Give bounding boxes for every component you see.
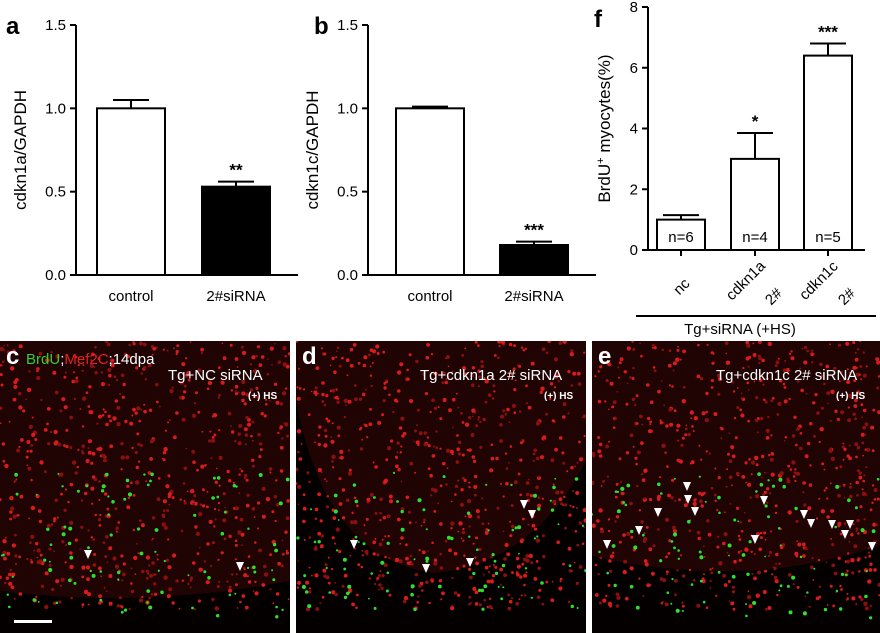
brdu-nuclei [592, 472, 880, 620]
arrowhead-icon [635, 526, 643, 535]
bar-f-1 [730, 157, 780, 251]
significance-f-1: * [752, 112, 759, 131]
arrowhead-icon [751, 535, 759, 544]
micrograph-panel-c: c BrdU;Mef2C;14dpa Tg+NC siRNA (+) HS [0, 341, 290, 633]
arrowhead-icon [691, 507, 699, 516]
micrograph-subtitle-d: (+) HS [544, 391, 574, 402]
category-sublabel-f-2: 2# [835, 284, 859, 308]
micrograph-image-c [0, 341, 290, 633]
micrograph-image-d [296, 341, 586, 633]
y-tick-label-f: 6 [630, 60, 638, 77]
stain-brdu: BrdU [26, 351, 61, 368]
y-axis-title-f: BrdU+ myocytes(%) [595, 54, 614, 202]
mef2c-nuclei [592, 341, 880, 611]
panel-letter-f: f [594, 6, 603, 33]
category-label-b-0: control [407, 288, 452, 305]
arrowhead-icon [654, 508, 662, 517]
y-tick-label-b: 0.5 [337, 184, 358, 201]
micrograph-letter-d: d [302, 343, 317, 370]
micrograph-image-e [592, 341, 880, 633]
category-label-a-1: 2#siRNA [206, 288, 265, 305]
micrograph-title-d: Tg+cdkn1a 2# siRNA [420, 367, 563, 384]
dark-region [0, 581, 290, 633]
scale-bar [14, 620, 52, 623]
panel-letter-b: b [314, 13, 329, 40]
stain-mef2c: Mef2C [64, 351, 109, 368]
y-tick-label-a: 0.0 [45, 267, 66, 284]
panel-letter-a: a [6, 13, 20, 40]
y-tick-label-f: 0 [630, 242, 638, 259]
micrograph-subtitle-c: (+) HS [248, 391, 278, 402]
y-tick-label-f: 2 [630, 181, 638, 198]
bar-f-0 [656, 218, 706, 251]
chart-b: b 0.0 0.5 1.0 1.5 cdkn1c/GAPDH control *** 2#siR… [303, 13, 596, 305]
n-label-f-0: n=6 [668, 229, 693, 246]
arrowhead-icon [466, 558, 474, 567]
bar-a-1 [201, 185, 271, 277]
n-label-f-2: n=5 [815, 229, 840, 246]
arrowhead-icon [807, 519, 815, 528]
dark-region [592, 546, 880, 633]
y-tick-label-f: 8 [630, 0, 638, 16]
arrowhead-markers [84, 550, 244, 571]
y-tick-label-b: 1.5 [337, 17, 358, 34]
bar-f-2 [803, 54, 853, 251]
y-tick-label-b: 1.0 [337, 100, 358, 117]
stain-legend: BrdU;Mef2C;14dpa [26, 351, 154, 368]
arrowhead-icon [846, 520, 854, 529]
y-axis-title-b: cdkn1c/GAPDH [303, 90, 322, 209]
arrowhead-icon [828, 520, 836, 529]
arrowhead-icon [528, 510, 536, 519]
category-sublabel-f-1: 2# [762, 284, 786, 308]
bar-b-0 [395, 107, 465, 277]
bar-a-0 [96, 107, 166, 277]
stain-timepoint: ;14dpa [108, 351, 155, 368]
arrowhead-icon [603, 540, 611, 549]
micrograph-letter-c: c [6, 343, 20, 370]
arrowhead-icon [800, 510, 808, 519]
significance-f-2: *** [818, 22, 838, 41]
category-label-a-0: control [108, 288, 153, 305]
brdu-nuclei [296, 471, 586, 612]
arrowhead-icon [841, 530, 849, 539]
stain-separator: ; [60, 351, 65, 368]
arrowhead-icon [422, 564, 430, 573]
micrograph-letter-e: e [598, 343, 612, 370]
arrowhead-icon [683, 482, 691, 491]
arrowhead-icon [350, 540, 358, 549]
chart-panel-a: a 0.0 0.5 1.0 1.5 cdkn1a/GAPDH control ** 2#siRN… [6, 0, 876, 338]
chart-a: a 0.0 0.5 1.0 1.5 cdkn1a/GAPDH control ** 2#siRN… [6, 13, 298, 305]
y-tick-label-b: 0.0 [337, 267, 358, 284]
significance-b-1: *** [524, 221, 544, 240]
group-label-f: Tg+siRNA (+HS) [684, 321, 796, 338]
arrowhead-icon [868, 542, 876, 551]
arrowhead-icon [236, 562, 244, 571]
bar-b-1 [499, 244, 569, 276]
n-label-f-1: n=4 [742, 229, 767, 246]
significance-a-1: ** [229, 161, 243, 180]
micrograph-panel-e: e Tg+cdkn1c 2# siRNA (+) HS [592, 341, 880, 633]
y-tick-label-a: 0.5 [45, 184, 66, 201]
micrograph-background [0, 341, 290, 633]
micrograph-subtitle-e: (+) HS [836, 391, 866, 402]
brdu-nuclei [0, 472, 290, 619]
micrograph-title-c: Tg+NC siRNA [168, 367, 263, 384]
micrograph-panel-d: d Tg+cdkn1a 2# siRNA (+) HS [296, 341, 586, 633]
arrowhead-markers [603, 482, 876, 551]
arrowhead-markers [350, 500, 536, 573]
micrograph-title-e: Tg+cdkn1c 2# siRNA [716, 367, 858, 384]
y-tick-label-a: 1.0 [45, 100, 66, 117]
arrowhead-icon [760, 496, 768, 505]
mef2c-nuclei [0, 341, 290, 611]
y-tick-label-f: 4 [630, 121, 638, 138]
category-label-b-1: 2#siRNA [504, 288, 563, 305]
arrowhead-icon [84, 550, 92, 559]
arrowhead-icon [520, 500, 528, 509]
arrowhead-icon [684, 495, 692, 504]
category-label-f-0: nc [670, 275, 694, 299]
y-axis-title-a: cdkn1a/GAPDH [11, 90, 30, 210]
y-tick-label-a: 1.5 [45, 17, 66, 34]
dark-region [296, 401, 586, 633]
